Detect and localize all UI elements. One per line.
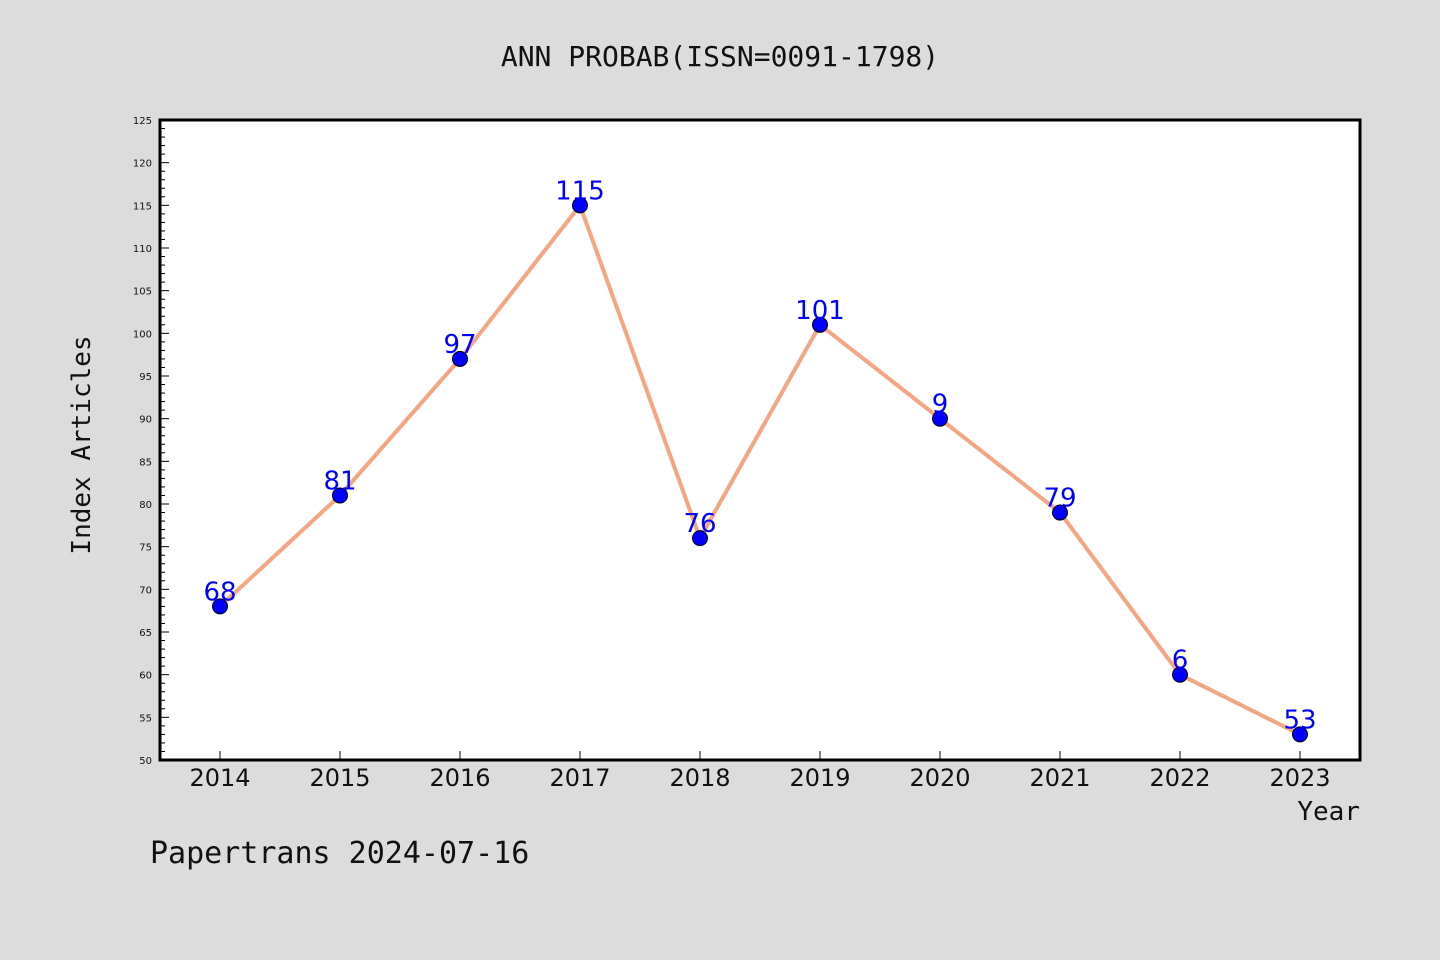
- x-tick-label: 2015: [309, 764, 370, 792]
- x-axis: 2014 2015 2016 2017 2018 2019 2020 2021 2022 2023: [189, 751, 1331, 792]
- y-tick-label: 80: [139, 500, 152, 511]
- x-tick-label: 2020: [909, 764, 970, 792]
- data-label: 81: [323, 466, 356, 496]
- data-point: [1292, 726, 1308, 743]
- y-tick-label: 95: [139, 372, 152, 383]
- y-tick-label: 115: [133, 201, 152, 212]
- x-tick-label: 2018: [669, 764, 730, 792]
- data-point: [572, 197, 588, 214]
- y-tick-label: 65: [139, 628, 152, 639]
- y-tick-label: 105: [133, 287, 152, 298]
- x-tick-label: 2019: [789, 764, 850, 792]
- footer-watermark: Papertrans 2024-07-16: [150, 836, 529, 871]
- data-point: [932, 410, 948, 427]
- y-tick-label: 85: [139, 457, 152, 468]
- data-label: 9: [932, 390, 949, 420]
- data-label: 76: [683, 509, 716, 539]
- data-point: [452, 350, 468, 367]
- x-tick-label: 2017: [549, 764, 610, 792]
- y-tick-label: 55: [139, 713, 152, 724]
- y-tick-label: 100: [133, 329, 152, 340]
- data-label: 68: [203, 577, 236, 607]
- data-label: 79: [1043, 484, 1076, 514]
- data-label: 115: [555, 176, 605, 206]
- x-tick-label: 2014: [189, 764, 250, 792]
- x-tick-label: 2016: [429, 764, 490, 792]
- y-tick-label: 120: [133, 159, 152, 170]
- data-label: 97: [443, 330, 476, 360]
- data-point: [1172, 666, 1188, 683]
- data-point: [332, 487, 348, 504]
- y-tick-label: 125: [133, 116, 152, 127]
- y-tick-label: 90: [139, 415, 152, 426]
- data-label: 101: [795, 296, 845, 326]
- data-point: [1052, 504, 1068, 521]
- y-tick-label: 60: [139, 671, 152, 682]
- y-tick-label: 50: [139, 756, 152, 767]
- data-point: [692, 530, 708, 547]
- data-label: 53: [1283, 705, 1316, 735]
- chart-title: ANN PROBAB(ISSN=0091-1798): [501, 40, 939, 73]
- y-tick-label: 75: [139, 543, 152, 554]
- series-line: [218, 203, 1301, 737]
- x-tick-label: 2021: [1029, 764, 1090, 792]
- data-point: [212, 598, 228, 615]
- y-axis-label: Index Articles: [67, 335, 97, 554]
- plot-area: [158, 118, 1362, 762]
- data-label: 6: [1172, 646, 1189, 676]
- series-group: 68 81 97 115 76 101 9 79 6 53: [203, 176, 1317, 743]
- y-axis: 50 55 60 65 70 75 80 85 90 95 100 105 110 115 120 125: [133, 116, 169, 767]
- x-axis-label: Year: [1297, 797, 1360, 827]
- x-tick-label: 2022: [1149, 764, 1210, 792]
- x-tick-label: 2023: [1269, 764, 1330, 792]
- y-tick-label: 110: [133, 244, 152, 255]
- y-tick-label: 70: [139, 585, 152, 596]
- data-point: [812, 316, 828, 333]
